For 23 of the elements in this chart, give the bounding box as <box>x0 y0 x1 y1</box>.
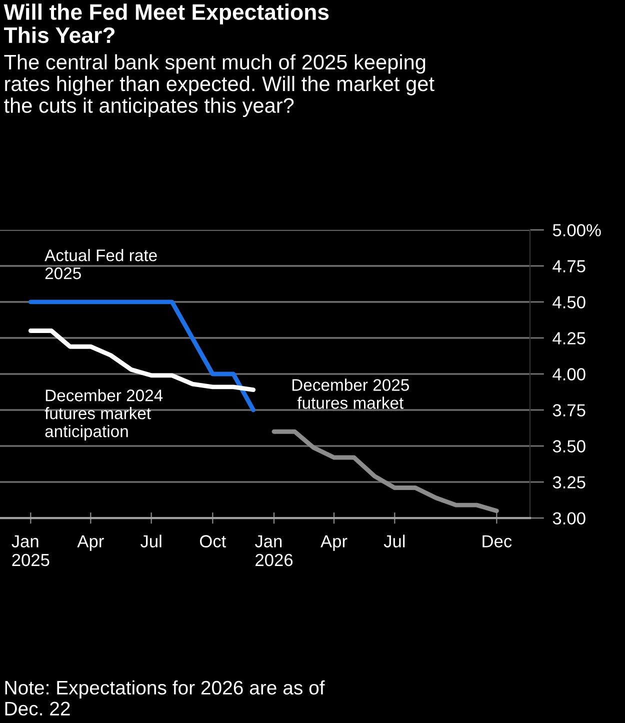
y-tick-label: 4.25 <box>552 332 586 344</box>
x-tick-label: Jul <box>384 534 405 548</box>
y-tick-label: 3.25 <box>552 476 586 488</box>
x-tick-label: Apr <box>320 535 348 551</box>
y-tick-label: 3.75 <box>552 404 586 416</box>
x-tick-label: Dec <box>482 535 512 548</box>
y-tick-label: 4.00 <box>552 368 586 380</box>
chart-subtitle: The central bank spent much of 2025 keeping rates higher than expected. Will the market get the cuts it anticipates this year? <box>4 54 434 118</box>
text: Note: Expectations for 2026 are as of Dec. 22 <box>5 680 325 716</box>
series-label: Actual Fed rate 2025 <box>44 249 157 280</box>
x-tick-label: Jan 2025 <box>12 535 50 566</box>
x-tick-label: Oct <box>200 535 226 548</box>
chart-title: Will the Fed Meet Expectations This Year? <box>4 4 329 44</box>
series-label: December 2025 futures market <box>292 378 409 409</box>
series-label: December 2024 futures market anticipation <box>44 389 163 441</box>
y-tick-label: 4.75 <box>552 260 586 272</box>
x-tick-label: Apr <box>77 535 104 551</box>
x-tick-label: Jul <box>140 534 162 548</box>
y-tick-label: 4.50 <box>552 296 586 308</box>
y-tick-label: 3.00 <box>552 512 586 524</box>
y-tick-label: 5.00% <box>552 224 601 236</box>
x-tick-label: Jan 2026 <box>254 535 293 566</box>
y-tick-label: 3.50 <box>552 440 586 452</box>
